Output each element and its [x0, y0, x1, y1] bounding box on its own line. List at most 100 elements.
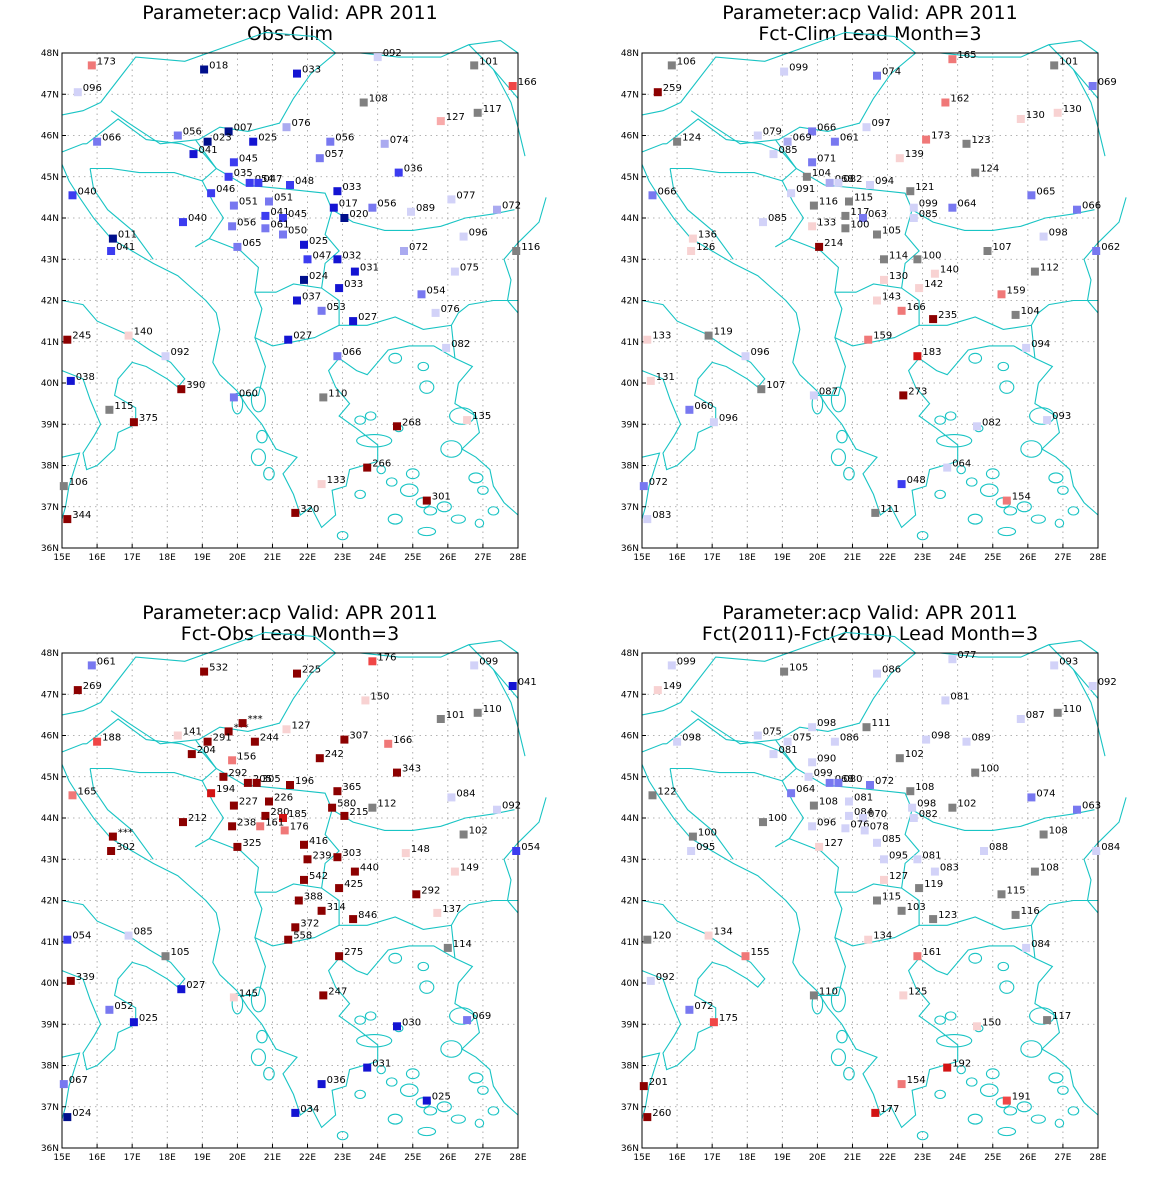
station-marker — [809, 991, 818, 1000]
coastline — [61, 702, 101, 716]
station-marker — [361, 696, 370, 705]
island — [385, 477, 398, 487]
lon-tick-label: 22E — [879, 1153, 896, 1163]
station-marker — [207, 189, 216, 198]
lat-tick-label: 37N — [621, 503, 639, 513]
island — [1057, 485, 1069, 495]
station-marker — [899, 391, 908, 400]
lat-tick-label: 41N — [41, 338, 59, 348]
coastline — [100, 631, 337, 745]
station-value-label: 100 — [698, 828, 717, 839]
station-value-label: 100 — [922, 250, 941, 261]
station-value-label: 090 — [817, 753, 836, 764]
lat-tick-label: 40N — [621, 979, 639, 989]
lat-tick-label: 37N — [41, 1103, 59, 1113]
island — [1020, 440, 1043, 458]
coastline — [1072, 669, 1106, 757]
station-marker — [333, 787, 342, 796]
station-value-label: 108 — [819, 797, 838, 808]
lat-tick-label: 48N — [621, 649, 639, 659]
station-value-label: 083 — [940, 863, 959, 874]
station-value-label: 266 — [372, 459, 391, 470]
island — [356, 1034, 393, 1048]
station-value-label: 307 — [349, 731, 368, 742]
station-marker — [841, 224, 850, 233]
station-marker — [909, 203, 918, 212]
island — [1054, 518, 1065, 528]
station-marker — [59, 1080, 68, 1089]
station-marker — [873, 669, 881, 678]
station-value-label: 292 — [421, 885, 440, 896]
coastline — [641, 702, 681, 716]
station-marker — [393, 1022, 401, 1031]
station-marker — [108, 234, 117, 243]
coastline — [817, 337, 846, 396]
station-value-label: 031 — [360, 263, 379, 274]
station-marker — [841, 824, 850, 833]
station-value-label: 173 — [97, 56, 116, 67]
station-marker — [189, 150, 198, 159]
lon-tick-label: 20E — [809, 1153, 826, 1163]
station-marker — [200, 667, 209, 676]
station-value-label: 112 — [1040, 263, 1059, 274]
station-value-label: 108 — [915, 782, 934, 793]
island — [263, 1067, 275, 1081]
station-value-label: 098 — [917, 799, 936, 810]
station-marker — [815, 242, 824, 251]
lat-tick-label: 48N — [41, 649, 59, 659]
station-marker — [107, 247, 116, 255]
station-marker — [463, 416, 472, 425]
station-marker — [769, 150, 778, 159]
coastline — [641, 452, 661, 520]
station-marker — [1092, 247, 1101, 255]
station-value-label: 089 — [972, 733, 991, 744]
station-value-label: 149 — [460, 863, 479, 874]
station-value-label: 101 — [446, 710, 465, 721]
station-value-label: 440 — [360, 863, 379, 874]
coastline — [321, 809, 340, 889]
station-value-label: 036 — [404, 164, 423, 175]
station-marker — [971, 768, 980, 777]
station-marker — [704, 331, 713, 340]
island — [997, 1126, 1017, 1137]
station-marker — [825, 778, 834, 787]
coastline — [1048, 640, 1099, 654]
island — [999, 380, 1015, 394]
station-marker — [63, 515, 72, 524]
island — [250, 986, 266, 1013]
lon-tick-label: 25E — [984, 1153, 1001, 1163]
island — [934, 489, 946, 500]
station-marker — [913, 952, 922, 961]
station-value-label: 375 — [139, 413, 158, 424]
station-value-label: 159 — [873, 331, 892, 342]
map-panel-obs-clim: Parameter:acp Valid: APR 2011 Obs-Clim 1… — [0, 0, 580, 600]
station-marker — [284, 935, 293, 944]
stations: 106 259 099 074 165 101 069 162 130 130 124 079 066 0… — [639, 50, 1120, 524]
lon-tick-label: 24E — [369, 553, 386, 563]
station-value-label: 204 — [197, 745, 216, 756]
station-value-label: 130 — [889, 271, 908, 282]
station-marker — [897, 1080, 906, 1089]
station-marker — [340, 811, 349, 820]
lon-tick-label: 28E — [1089, 553, 1106, 563]
station-value-label: 092 — [502, 801, 521, 812]
island — [965, 1077, 978, 1087]
station-value-label: 069 — [793, 133, 812, 144]
station-value-label: 226 — [274, 793, 293, 804]
station-value-label: 092 — [1098, 677, 1117, 688]
station-marker — [845, 797, 853, 806]
lon-tick-label: 20E — [229, 1153, 246, 1163]
station-marker — [315, 154, 324, 163]
station-value-label: 212 — [188, 813, 207, 824]
station-value-label: 096 — [817, 817, 836, 828]
lat-tick-label: 43N — [41, 855, 59, 865]
station-marker — [286, 181, 294, 189]
station-marker — [941, 696, 950, 705]
station-marker — [913, 352, 922, 361]
station-marker — [401, 849, 410, 858]
station-value-label: 025 — [432, 1092, 451, 1103]
station-value-label: 081 — [779, 745, 798, 756]
station-value-label: 244 — [260, 733, 279, 744]
station-value-label: 110 — [819, 986, 838, 997]
station-value-label: 344 — [72, 510, 91, 521]
